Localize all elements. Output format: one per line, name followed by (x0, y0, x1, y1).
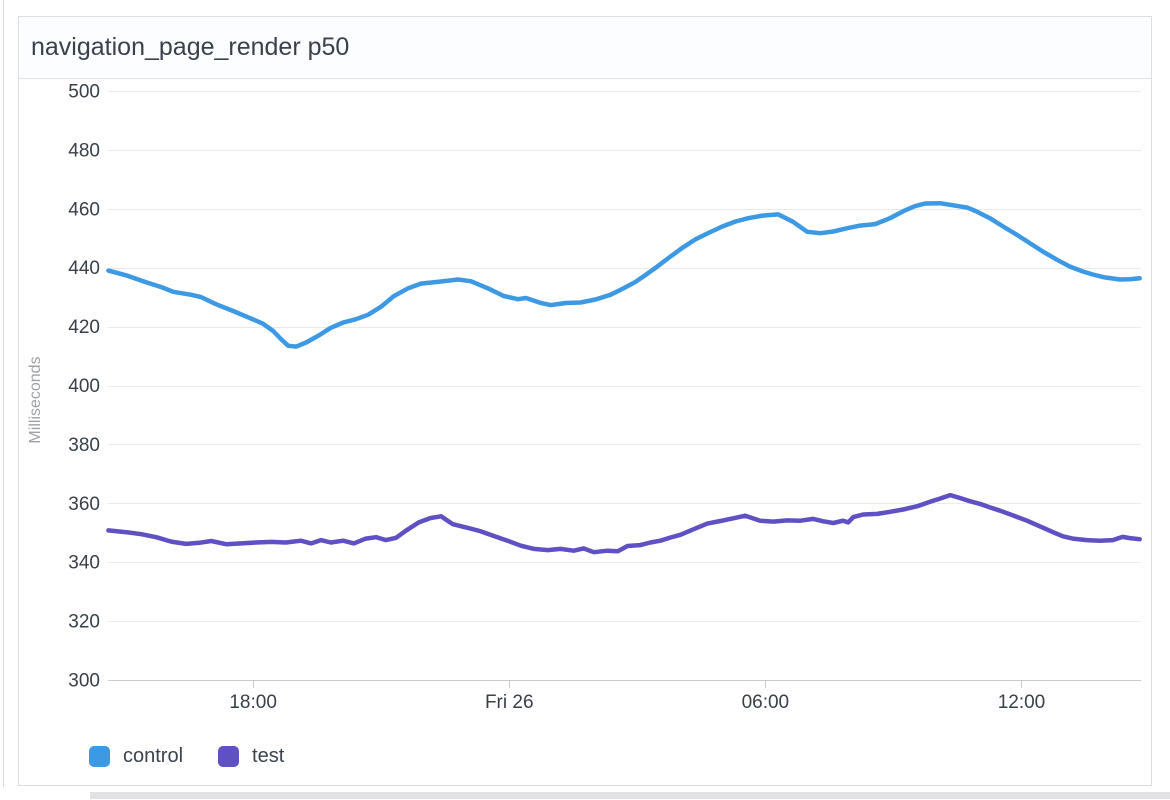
legend-label-test[interactable]: test (252, 745, 285, 767)
next-panel-top-edge (90, 792, 1170, 799)
y-tick-label: 400 (68, 376, 100, 397)
y-tick-label: 340 (68, 553, 100, 574)
panel-header: navigation_page_render p50 (19, 17, 1151, 79)
series-line-test (106, 492, 1142, 555)
legend-label-control[interactable]: control (123, 745, 184, 767)
y-axis-title: Milliseconds (27, 356, 44, 443)
left-rule (3, 0, 4, 787)
y-tick-label: 360 (68, 494, 100, 515)
y-tick-label: 420 (68, 317, 100, 338)
x-tick-label: 18:00 (229, 692, 277, 713)
legend: control test (89, 733, 284, 779)
x-tick-label: Fri 26 (485, 692, 534, 713)
panel-title[interactable]: navigation_page_render p50 (31, 33, 350, 61)
y-tick-label: 380 (68, 435, 100, 456)
timeseries-chart: 300 320 340 360 380 400 420 440 460 480 500 18:00 Fr… (27, 82, 1142, 713)
y-tick-label: 500 (68, 82, 100, 103)
legend-swatch-control-icon[interactable] (89, 745, 110, 767)
series-line-control (106, 200, 1142, 349)
legend-item-control[interactable]: control (89, 745, 184, 767)
y-tick-label: 300 (68, 671, 100, 692)
x-tick-label: 12:00 (998, 692, 1046, 713)
y-tick-label: 460 (68, 199, 100, 220)
y-tick-label: 480 (68, 140, 100, 161)
x-tick-label: 06:00 (742, 692, 790, 713)
legend-swatch-test-icon[interactable] (218, 745, 240, 767)
legend-item-test[interactable]: test (218, 745, 285, 767)
chart-panel: navigation_page_render p50 300 320 340 360 3… (18, 16, 1152, 786)
y-tick-label: 440 (68, 258, 100, 279)
y-tick-label: 320 (68, 612, 100, 633)
